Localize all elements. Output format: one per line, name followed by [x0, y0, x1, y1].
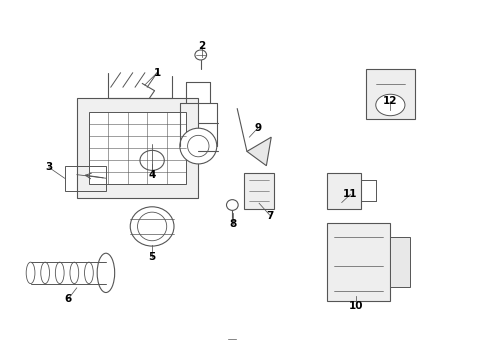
Ellipse shape — [195, 50, 206, 60]
Ellipse shape — [97, 253, 115, 293]
Ellipse shape — [26, 262, 35, 284]
Ellipse shape — [55, 262, 64, 284]
Text: 7: 7 — [266, 211, 273, 221]
Ellipse shape — [375, 94, 404, 116]
Text: 1: 1 — [153, 68, 160, 78]
Bar — [89, 112, 186, 184]
Text: 2: 2 — [198, 41, 205, 51]
Text: 8: 8 — [229, 219, 236, 229]
FancyBboxPatch shape — [326, 173, 361, 208]
Ellipse shape — [84, 262, 93, 284]
Text: 12: 12 — [382, 96, 397, 107]
Text: 10: 10 — [348, 301, 363, 311]
FancyBboxPatch shape — [326, 223, 389, 301]
Ellipse shape — [187, 135, 208, 157]
Text: 3: 3 — [45, 162, 53, 172]
Ellipse shape — [226, 200, 238, 210]
Ellipse shape — [137, 212, 166, 241]
Bar — [64, 166, 106, 191]
Text: 5: 5 — [148, 252, 155, 262]
Ellipse shape — [180, 128, 216, 164]
Text: 6: 6 — [65, 294, 72, 303]
Polygon shape — [246, 137, 271, 166]
Ellipse shape — [130, 207, 174, 246]
FancyBboxPatch shape — [77, 98, 198, 198]
Text: 9: 9 — [254, 123, 261, 133]
Text: 11: 11 — [343, 189, 357, 199]
Text: 4: 4 — [148, 170, 156, 180]
Ellipse shape — [41, 262, 49, 284]
Ellipse shape — [70, 262, 79, 284]
Ellipse shape — [140, 150, 164, 170]
FancyBboxPatch shape — [366, 69, 414, 119]
FancyBboxPatch shape — [389, 237, 409, 287]
FancyBboxPatch shape — [244, 173, 273, 208]
